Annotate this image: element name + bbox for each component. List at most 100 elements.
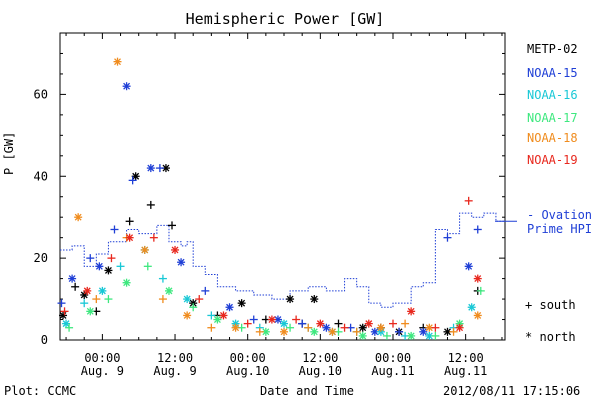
y-tick-label: 60 (34, 87, 48, 101)
data-point-north (86, 307, 95, 316)
data-point-north (231, 323, 240, 332)
data-point-south (207, 323, 216, 332)
data-point-south (168, 221, 177, 230)
data-point-north (467, 303, 476, 312)
data-point-north (280, 327, 289, 336)
data-point-south (473, 225, 482, 234)
data-point-north (125, 233, 134, 242)
x-tick-label: Aug.10 (299, 364, 342, 378)
data-point-south (57, 299, 66, 308)
data-point-north (455, 323, 464, 332)
legend-noaa-15: NOAA-15 (527, 66, 578, 80)
data-point-north (464, 262, 473, 271)
data-point-south (431, 323, 440, 332)
data-point-north (376, 323, 385, 332)
data-point-north (280, 319, 289, 328)
data-point-north (225, 303, 234, 312)
data-point-south (125, 217, 134, 226)
data-point-south (158, 295, 167, 304)
data-point-south (104, 295, 113, 304)
x-tick-label: 00:00 (375, 351, 411, 365)
data-point-north (62, 319, 71, 328)
x-tick-label: 12:00 (302, 351, 338, 365)
data-point-north (328, 327, 337, 336)
data-point-south (395, 327, 404, 336)
data-point-south (286, 323, 295, 332)
y-axis-label: P [GW] (2, 131, 16, 175)
data-point-north (122, 82, 131, 91)
data-point-north (164, 286, 173, 295)
x-tick-label: 00:00 (84, 351, 120, 365)
data-point-north (419, 327, 428, 336)
legend-metp-02: METP-02 (527, 42, 578, 56)
data-point-south (146, 200, 155, 209)
data-point-south (60, 307, 69, 316)
plot-frame (59, 32, 506, 341)
x-tick-label: 12:00 (157, 351, 193, 365)
data-point-south (449, 327, 458, 336)
data-point-south (352, 327, 361, 336)
data-point-south (71, 282, 80, 291)
data-point-south (340, 323, 349, 332)
data-point-south (401, 319, 410, 328)
data-point-north (177, 258, 186, 267)
asterisk-marker-icon: * (525, 330, 533, 344)
data-point-south (80, 299, 89, 308)
marker-key-north: * north (525, 330, 576, 344)
data-point-south (304, 323, 313, 332)
data-point-south (334, 319, 343, 328)
data-point-south (464, 196, 473, 205)
chart-title: Hemispheric Power [GW] (185, 10, 385, 28)
data-point-south (107, 254, 116, 263)
marker-key-south-label: south (539, 298, 576, 312)
x-tick-label: Aug. 9 (153, 364, 196, 378)
x-tick-label: Aug.11 (371, 364, 414, 378)
data-point-south (116, 262, 125, 271)
data-point-south (382, 331, 391, 340)
data-point-north (74, 213, 83, 222)
legend-noaa-19: NOAA-19 (527, 153, 578, 167)
data-point-north (237, 299, 246, 308)
data-point-north (310, 295, 319, 304)
data-point-north (358, 323, 367, 332)
data-point-south (189, 303, 198, 312)
data-point-south (65, 323, 74, 332)
data-point-north (286, 295, 295, 304)
data-point-south (201, 286, 210, 295)
data-point-north (68, 274, 77, 283)
data-point-north (83, 286, 92, 295)
legend-noaa-18: NOAA-18 (527, 131, 578, 145)
data-point-north (261, 327, 270, 336)
data-point-south (149, 233, 158, 242)
data-point-north (146, 164, 155, 173)
data-point-north (267, 315, 276, 324)
data-point-north (316, 319, 325, 328)
data-point-north (98, 286, 107, 295)
legend-noaa-16: NOAA-16 (527, 88, 578, 102)
data-point-north (59, 311, 68, 320)
y-tick-label: 40 (34, 169, 48, 183)
x-tick-label: Aug.11 (444, 364, 487, 378)
data-point-north (407, 331, 416, 340)
data-point-north (95, 262, 104, 271)
data-point-north (473, 311, 482, 320)
data-point-south (292, 315, 301, 324)
marker-key-north-label: north (539, 330, 576, 344)
plot-credit: Plot: CCMC (4, 384, 77, 398)
data-point-north (161, 164, 170, 173)
data-point-north (183, 311, 192, 320)
plus-marker-icon: + (525, 298, 533, 312)
data-point-south (195, 295, 204, 304)
data-point-north (80, 290, 89, 299)
data-point-north (219, 311, 228, 320)
data-point-south (431, 331, 440, 340)
ovation-step-line (60, 212, 505, 308)
y-tick-label: 20 (34, 251, 48, 265)
data-point-north (140, 245, 149, 254)
data-point-north (364, 319, 373, 328)
data-point-south (443, 233, 452, 242)
data-point-north (183, 295, 192, 304)
data-point-north (407, 307, 416, 316)
data-point-north (113, 57, 122, 66)
